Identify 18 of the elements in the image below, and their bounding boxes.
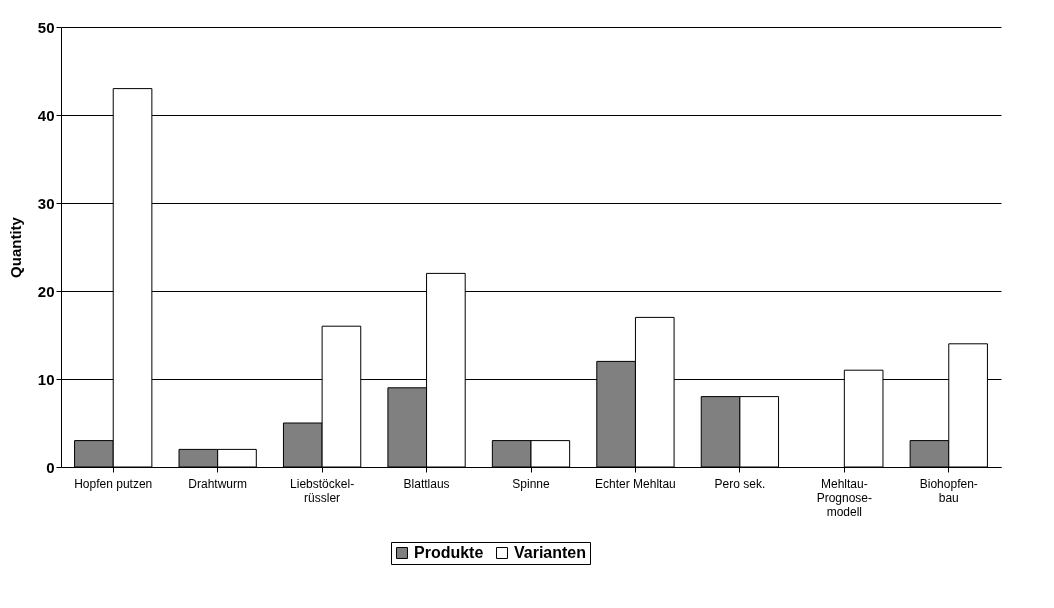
x-tick-label: Echter Mehltau (595, 476, 676, 491)
y-tick-label: 30 (37, 194, 55, 212)
y-tick-label: 0 (46, 458, 55, 476)
y-tick-label: 40 (37, 106, 55, 124)
x-tick-label: Spinne (512, 476, 550, 491)
x-tick-label: Mehltau-Prognose-modell (816, 476, 873, 519)
x-tick-label: Drahtwurm (188, 476, 248, 491)
x-tick-label: Blattlaus (403, 476, 450, 491)
y-tick-label: 50 (37, 18, 55, 36)
x-tick-label: Pero sek. (714, 476, 766, 491)
legend-label: Varianten (514, 544, 587, 561)
legend-label: Produkte (414, 544, 484, 561)
y-tick-label: 10 (37, 370, 55, 388)
x-tick-label: Liebstöckel-rüssler (290, 476, 355, 505)
x-tick-label: Hopfen putzen (74, 476, 153, 491)
y-axis-title: Quantity (6, 216, 24, 278)
x-tick-label: Biohopfen-bau (919, 476, 978, 505)
y-tick-label: 20 (37, 282, 55, 300)
